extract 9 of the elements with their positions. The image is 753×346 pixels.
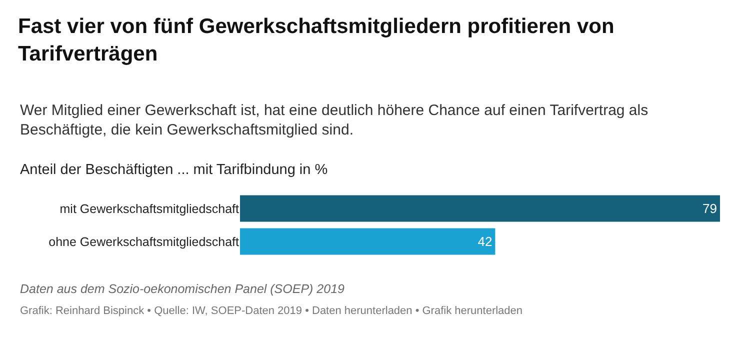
chart-subtitle: Wer Mitglied einer Gewerkschaft ist, hat eine deutlich höhere Chance auf einen Tarifvertrag als Beschäftigte, die kein Gewerkschaftsmitglied sind. xyxy=(20,102,648,138)
y-tick-label: ohne Gewerkschaftsmitgliedschaft xyxy=(48,234,240,249)
text: Anteil der Beschäftigten ... mit Tarifbindung in % xyxy=(20,162,328,178)
y-tick-label: mit Gewerkschaftsmitgliedschaft xyxy=(60,202,240,216)
chart-title: Fast vier von fünf Gewerkschaftsmitgliedern profitieren von Tarifverträgen xyxy=(18,15,614,66)
text: Grafik: Reinhard Bispinck • Quelle: IW, SOEP-Daten 2019 • Daten herunterladen • Grafik herunterladen xyxy=(20,305,523,317)
data-label: 79 xyxy=(702,201,717,216)
data-label: 42 xyxy=(478,234,492,249)
text: Daten aus dem Sozio-oekonomischen Panel (SOEP) 2019 xyxy=(20,282,345,296)
